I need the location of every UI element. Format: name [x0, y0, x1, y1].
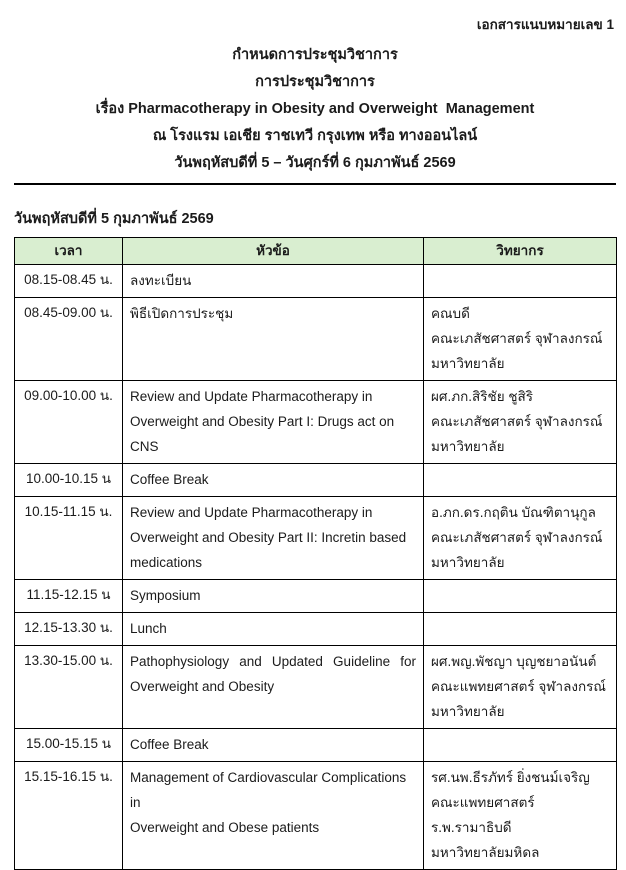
time-cell: 12.15-13.30 น. [14, 612, 123, 646]
time-cell: 10.00-10.15 น [14, 463, 123, 497]
table-row: 10.00-10.15 น Coffee Break [14, 463, 617, 497]
speaker-line: คณะเภสัชศาสตร์ จุฬาลงกรณ์ [431, 414, 603, 429]
agenda-table: เวลา หัวข้อ วิทยากร 08.15-08.45 น. ลงทะเ… [14, 237, 617, 870]
title-line-venue: ณ โรงแรม เอเชีย ราชเทวี กรุงเทพ หรือ ทาง… [152, 128, 478, 144]
topic-line: Coffee Break [130, 737, 209, 752]
topic-cell: Lunch [122, 612, 424, 646]
header-cell-time: เวลา [14, 237, 123, 265]
header-cell-topic: หัวข้อ [122, 237, 424, 265]
speaker-cell: คณบดีคณะเภสัชศาสตร์ จุฬาลงกรณ์มหาวิทยาลั… [423, 297, 617, 381]
agenda-table-body: 08.15-08.45 น. ลงทะเบียน 08.45-09.00 น. … [14, 264, 617, 870]
table-row: 11.15-12.15 น Symposium [14, 579, 617, 613]
speaker-cell: อ.ภก.ดร.กฤติน บัณฑิตานุกูลคณะเภสัชศาสตร์… [423, 496, 617, 580]
topic-line: Overweight and Obesity Part I: Drugs act… [130, 414, 395, 454]
time-cell: 13.30-15.00 น. [14, 645, 123, 729]
speaker-line: ผศ.พญ.พัชญา บุญชยาอนันต์ [431, 654, 597, 669]
speaker-line: ผศ.ภก.สิริชัย ชูสิริ [431, 389, 534, 404]
topic-line: Overweight and Obesity Part II: Incretin… [130, 530, 407, 545]
speaker-line: คณะแพทยศาสตร์ จุฬาลงกรณ์ [431, 679, 606, 694]
topic-line: Review and Update Pharmacotherapy in [130, 505, 373, 520]
topic-line: พิธีเปิดการประชุม [130, 306, 234, 321]
table-row: 12.15-13.30 น. Lunch [14, 612, 617, 646]
speaker-line: มหาวิทยาลัย [431, 356, 505, 371]
topic-cell: Pathophysiology and Updated Guideline fo… [122, 645, 424, 729]
topic-cell: Coffee Break [122, 728, 424, 762]
table-row: 15.00-15.15 น Coffee Break [14, 728, 617, 762]
topic-line: Lunch [130, 621, 167, 636]
speaker-line: คณะแพทยศาสตร์ ร.พ.รามาธิบดี [431, 795, 535, 835]
speaker-line: คณบดี [431, 306, 470, 321]
topic-cell: Review and Update Pharmacotherapy in Over… [122, 380, 424, 464]
time-cell: 10.15-11.15 น. [14, 496, 123, 580]
topic-line: Overweight and Obesity [130, 679, 275, 694]
topic-cell: พิธีเปิดการประชุม [122, 297, 424, 381]
table-row: 08.45-09.00 น. พิธีเปิดการประชุม คณบดี คณ… [14, 297, 617, 381]
topic-line: ลงทะเบียน [130, 273, 192, 288]
topic-cell: Review and Update Pharmacotherapy in Over… [122, 496, 424, 580]
table-row: 13.30-15.00 น. Pathophysiology and Updat… [14, 645, 617, 729]
speaker-line: มหาวิทยาลัย [431, 439, 505, 454]
attachment-note: เอกสารแนบหมายเลข 1 [476, 17, 614, 32]
day-heading: วันพฤหัสบดีที่ 5 กุมภาพันธ์ 2569 [14, 211, 214, 227]
time-cell: 09.00-10.00 น. [14, 380, 123, 464]
time-cell: 11.15-12.15 น [14, 579, 123, 613]
topic-line: Overweight and Obese patients [130, 820, 320, 835]
header-cell-speaker: วิทยากร [423, 237, 617, 265]
speaker-line: มหาวิทยาลัย [431, 704, 505, 719]
topic-line: Pathophysiology and Updated Guideline fo… [130, 654, 416, 669]
table-row: 09.00-10.00 น. Review and Update Pharmac… [14, 380, 617, 464]
time-cell: 15.00-15.15 น [14, 728, 123, 762]
speaker-line: มหาวิทยาลัยมหิดล [431, 845, 540, 860]
speaker-cell [423, 579, 617, 613]
speaker-cell [423, 728, 617, 762]
agenda-table-header: เวลา หัวข้อ วิทยากร [14, 237, 617, 265]
table-row: 15.15-16.15 น. Management of Cardiovascu… [14, 761, 617, 870]
speaker-cell [423, 612, 617, 646]
topic-line: Coffee Break [130, 472, 209, 487]
title-line-meeting: การประชุมวิชาการ [255, 74, 375, 90]
conference-title-block: กำหนดการประชุมวิชาการ การประชุมวิชาการ เ… [14, 42, 616, 177]
topic-cell: Coffee Break [122, 463, 424, 497]
speaker-cell [423, 264, 617, 298]
speaker-line: มหาวิทยาลัย [431, 555, 505, 570]
topic-cell: Management of Cardiovascular Complicatio… [122, 761, 424, 870]
title-line-subject: เรื่อง Pharmacotherapy in Obesity and Ov… [95, 101, 535, 117]
time-cell: 08.15-08.45 น. [14, 264, 123, 298]
speaker-line: คณะเภสัชศาสตร์ จุฬาลงกรณ์ [431, 331, 603, 346]
speaker-cell: ผศ.พญ.พัชญา บุญชยาอนันต์คณะแพทยศาสตร์ จุ… [423, 645, 617, 729]
time-cell: 15.15-16.15 น. [14, 761, 123, 870]
speaker-cell: รศ.นพ.ธีรภัทร์ ยิ่งชนม์เจริญคณะแพทยศาสตร… [423, 761, 617, 870]
speaker-line: คณะเภสัชศาสตร์ จุฬาลงกรณ์ [431, 530, 603, 545]
topic-cell: ลงทะเบียน [122, 264, 424, 298]
speaker-cell [423, 463, 617, 497]
speaker-line: อ.ภก.ดร.กฤติน บัณฑิตานุกูล [431, 505, 596, 520]
title-line-schedule: กำหนดการประชุมวิชาการ [232, 47, 398, 63]
time-cell: 08.45-09.00 น. [14, 297, 123, 381]
divider-rule [14, 183, 616, 185]
topic-cell: Symposium [122, 579, 424, 613]
topic-line: Management of Cardiovascular Complicatio… [130, 770, 407, 810]
topic-line: Review and Update Pharmacotherapy in [130, 389, 373, 404]
table-row: 08.15-08.45 น. ลงทะเบียน [14, 264, 617, 298]
title-line-dates: วันพฤหัสบดีที่ 5 – วันศุกร์ที่ 6 กุมภาพั… [174, 155, 456, 171]
speaker-cell: ผศ.ภก.สิริชัย ชูสิริคณะเภสัชศาสตร์ จุฬาล… [423, 380, 617, 464]
topic-line: Symposium [130, 588, 201, 603]
speaker-line: รศ.นพ.ธีรภัทร์ ยิ่งชนม์เจริญ [431, 770, 590, 785]
topic-line: medications [130, 555, 203, 570]
table-row: 10.15-11.15 น. Review and Update Pharmac… [14, 496, 617, 580]
